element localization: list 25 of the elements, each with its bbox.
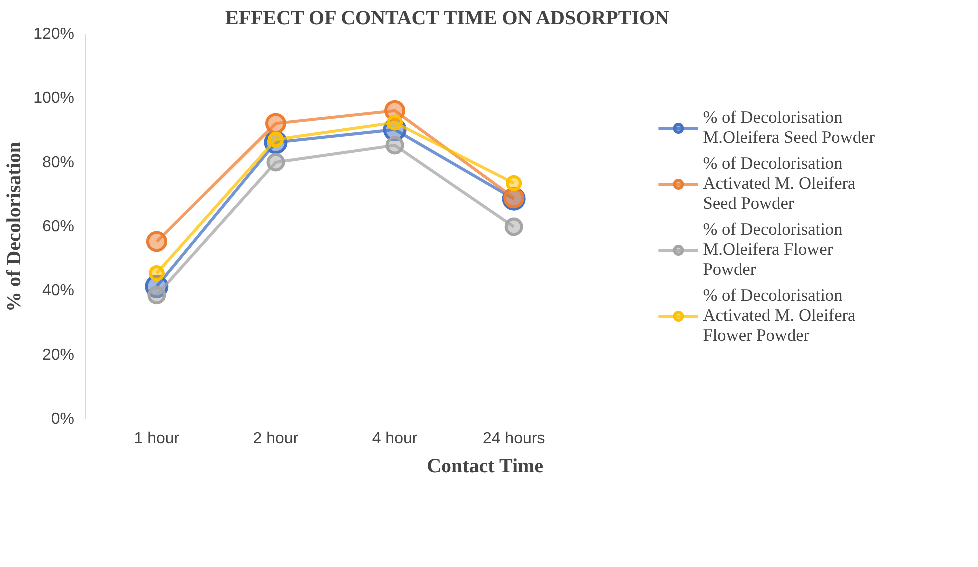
- point: [504, 218, 524, 236]
- point: [386, 136, 404, 155]
- point: [265, 113, 286, 134]
- point: [506, 175, 522, 192]
- point: [266, 153, 286, 172]
- y-tick-label: 80%: [42, 154, 75, 172]
- point: [148, 266, 165, 282]
- y-tick-label: 60%: [42, 218, 75, 236]
- x-tick-label: 2 hour: [253, 430, 300, 448]
- legend-label: % of Decolorisation M.Oleifera Flower Powder: [703, 220, 843, 280]
- legend-label: % of Decolorisation Activated M. Oleifera Seed Powder: [703, 154, 856, 214]
- y-tick-label: 100%: [34, 90, 74, 108]
- chart-title: EFFECT OF CONTACT TIME ON ADSORPTION: [226, 8, 670, 30]
- y-tick-label: 120%: [34, 26, 74, 43]
- x-axis-title: Contact Time: [427, 456, 544, 478]
- y-tick-label: 0%: [51, 411, 74, 428]
- legend-label: % of Decolorisation M.Oleifera Seed Powder: [703, 108, 875, 148]
- y-tick-label: 40%: [42, 282, 75, 300]
- x-tick-label: 1 hour: [134, 430, 180, 448]
- x-tick-label: 4 hour: [372, 430, 418, 448]
- y-axis-title: % of Decolorisation: [4, 142, 26, 312]
- legend-label: % of Decolorisation Activated M. Oleifera Flower Powder: [703, 286, 856, 346]
- y-tick-label: 20%: [42, 346, 75, 364]
- x-tick-label: 24 hours: [482, 430, 546, 448]
- point: [146, 231, 168, 252]
